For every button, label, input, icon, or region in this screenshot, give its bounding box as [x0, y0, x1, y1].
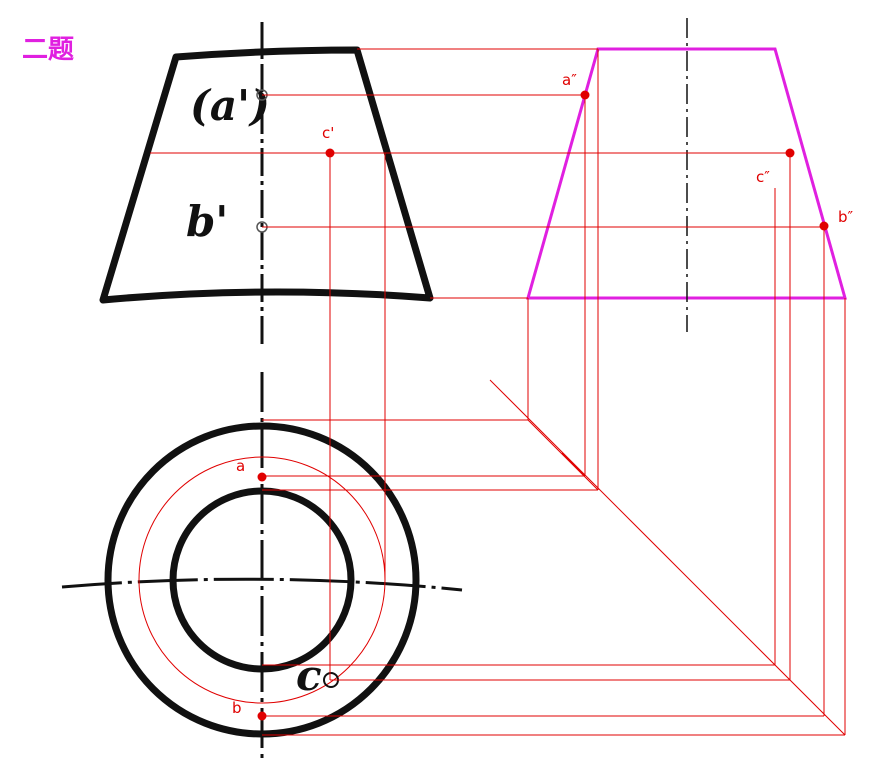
point-b: [257, 711, 267, 721]
label-c-dprime: c″: [756, 168, 770, 186]
point-a-dprime: [580, 90, 590, 100]
label-b-dprime: b″: [838, 208, 854, 226]
front-view-outline: [99, 46, 434, 304]
point-c-prime: [325, 148, 335, 158]
outer-circle: [104, 422, 420, 738]
point-a: [257, 472, 267, 482]
label-a: a: [236, 457, 245, 475]
front-view: (a') b': [99, 22, 434, 345]
top-view: c: [61, 372, 463, 760]
point-b-dprime: [819, 221, 829, 231]
label-b: b: [232, 699, 242, 717]
side-view: [526, 18, 847, 332]
label-c-prime: c': [322, 124, 334, 142]
label-c-handwritten: c: [296, 651, 322, 700]
projection-lines: [150, 48, 846, 736]
label-a-prime: (a'): [190, 81, 270, 130]
label-a-dprime: a″: [562, 71, 577, 89]
inner-circle: [169, 487, 355, 673]
red-points: c' a″ c″ b″ a b: [232, 71, 854, 721]
exercise-title: 二题: [22, 35, 74, 65]
label-b-prime: b': [186, 197, 228, 246]
point-c-dprime: [785, 148, 795, 158]
